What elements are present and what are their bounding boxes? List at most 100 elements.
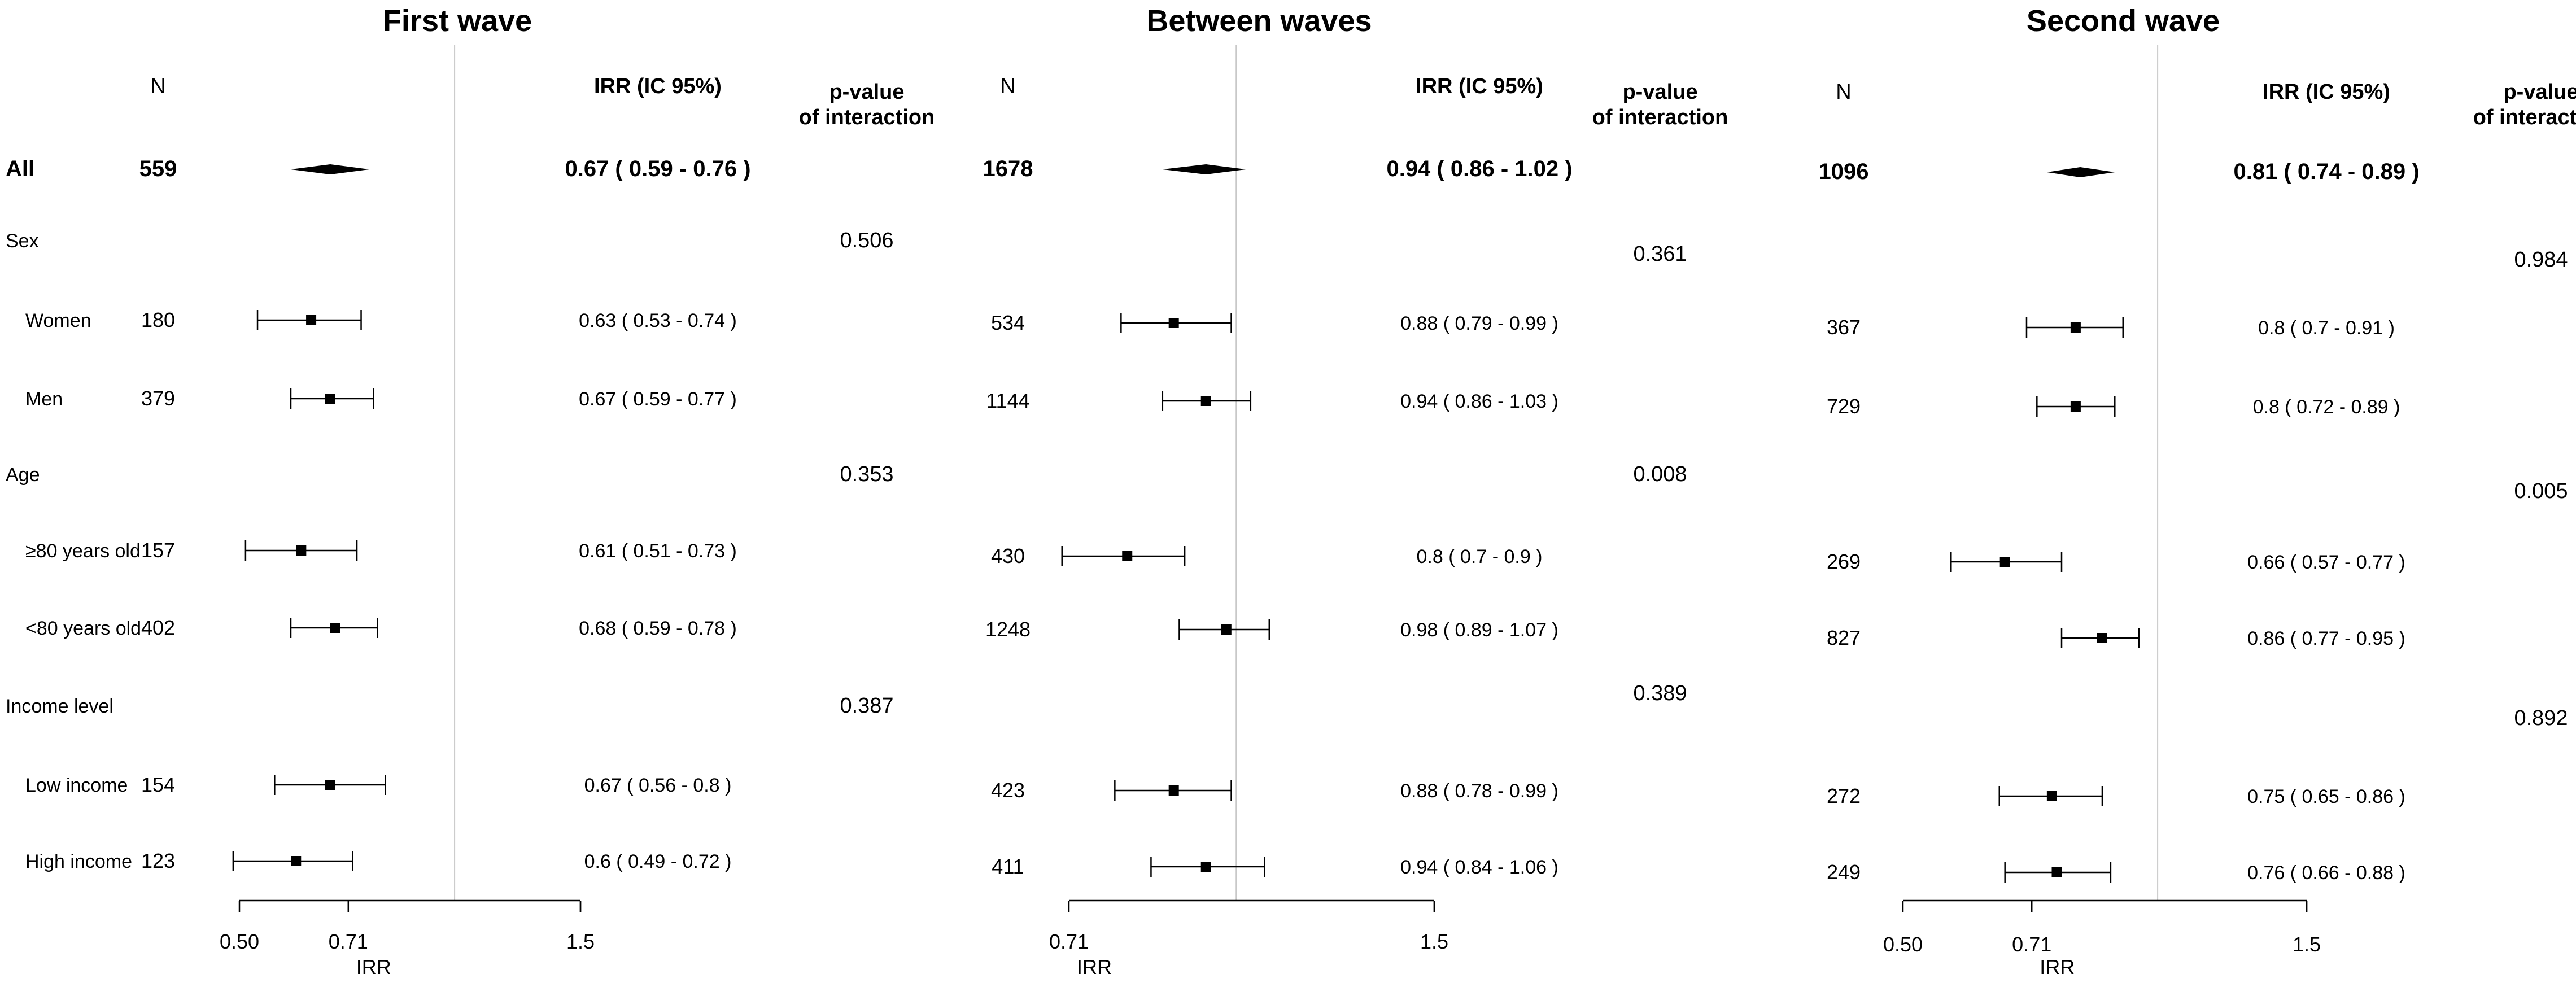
irr-ci-text: 0.67 ( 0.56 - 0.8 ) [584,775,732,796]
irr-ci-text: 0.86 ( 0.77 - 0.95 ) [2247,628,2405,649]
row-label: <80 years old [25,618,141,639]
irr-ci-text: 0.66 ( 0.57 - 0.77 ) [2247,552,2405,573]
n-column-header: N [1836,80,1851,104]
row-label: High income [25,851,132,872]
p-value: 0.892 [2514,706,2568,730]
panel-title: First wave [383,4,532,38]
summary-diamond [290,164,370,174]
row-label: Low income [25,775,128,796]
point-estimate [330,623,340,633]
x-tick-label: 1.5 [566,930,595,953]
n-value: 1678 [983,156,1033,181]
irr-ci-text: 0.98 ( 0.89 - 1.07 ) [1400,619,1558,641]
point-estimate [1168,318,1179,328]
irr-ci-text: 0.67 ( 0.59 - 0.77 ) [579,388,737,410]
point-estimate [1200,862,1211,872]
row-label: Sex [6,230,39,252]
panel-title: Second wave [2027,4,2220,38]
point-estimate [2051,867,2062,877]
summary-diamond [1162,164,1246,174]
point-estimate [2097,633,2107,643]
irr-ci-text: 0.81 ( 0.74 - 0.89 ) [2233,159,2419,184]
point-estimate [296,545,307,556]
irr-ci-text: 0.75 ( 0.65 - 0.86 ) [2247,786,2405,807]
n-value: 402 [141,616,175,639]
point-estimate [2070,401,2081,412]
n-value: 269 [1827,550,1861,573]
p-value-header: p-value [1622,80,1697,104]
row-label: Age [6,464,40,486]
x-tick-label: 0.50 [220,930,259,953]
irr-ci-text: 0.67 ( 0.59 - 0.76 ) [565,156,750,181]
n-value: 534 [991,311,1025,334]
n-value: 827 [1827,626,1861,649]
n-value: 249 [1827,861,1861,884]
x-tick-label: 0.50 [1883,933,1923,956]
x-axis-label: IRR [356,955,391,979]
p-value-header: p-value [2503,80,2576,104]
row-label: Income level [6,696,113,717]
p-value-header: p-value [829,80,904,104]
point-estimate [325,780,335,790]
n-value: 729 [1827,395,1861,418]
point-estimate [2046,791,2057,801]
row-label: All [6,156,34,181]
point-estimate [1122,551,1133,561]
irr-ci-text: 0.88 ( 0.79 - 0.99 ) [1400,313,1558,334]
irr-ci-text: 0.61 ( 0.51 - 0.73 ) [579,540,737,562]
n-value: 272 [1827,784,1861,807]
irr-ci-text: 0.63 ( 0.53 - 0.74 ) [579,310,737,331]
point-estimate [291,856,302,866]
n-column-header: N [150,75,165,98]
p-value-header-sub: of interaction [1592,106,1728,129]
x-tick-label: 0.71 [1049,930,1089,953]
n-value: 559 [139,156,177,181]
x-tick-label: 1.5 [1420,930,1448,953]
irr-ci-text: 0.88 ( 0.78 - 0.99 ) [1400,780,1558,802]
p-value: 0.506 [840,229,893,252]
x-axis-label: IRR [2040,955,2075,979]
p-value: 0.984 [2514,248,2568,272]
p-value: 0.353 [840,462,893,486]
row-label: Women [25,310,91,331]
n-value: 180 [141,308,175,331]
point-estimate [306,315,317,325]
p-value-header-sub: of interaction [799,106,935,129]
panel-title: Between waves [1146,4,1372,38]
n-value: 154 [141,773,175,796]
p-value: 0.005 [2514,479,2568,503]
n-value: 1248 [985,618,1031,641]
n-value: 123 [141,849,175,872]
irr-ci-text: 0.8 ( 0.72 - 0.89 ) [2253,396,2400,418]
n-value: 411 [992,855,1024,878]
irr-ci-text: 0.94 ( 0.84 - 1.06 ) [1400,857,1558,878]
point-estimate [325,394,335,404]
irr-ci-text: 0.8 ( 0.7 - 0.9 ) [1417,546,1543,567]
irr-ci-text: 0.6 ( 0.49 - 0.72 ) [584,851,732,872]
n-column-header: N [1000,75,1015,98]
irr-ci-text: 0.94 ( 0.86 - 1.02 ) [1386,156,1572,181]
p-value-header-sub: of interaction [2473,106,2576,129]
p-value: 0.361 [1633,242,1687,266]
x-axis-label: IRR [1077,955,1112,979]
x-tick-label: 0.71 [2012,933,2051,956]
p-value: 0.008 [1633,462,1687,486]
row-label: Men [25,388,63,410]
x-tick-label: 1.5 [2293,933,2321,956]
p-value: 0.389 [1633,682,1687,705]
n-value: 157 [141,539,175,562]
n-value: 430 [991,544,1025,567]
row-label: ≥80 years old [25,540,141,562]
irr-ci-text: 0.8 ( 0.7 - 0.91 ) [2258,317,2395,339]
point-estimate [1200,396,1211,406]
n-value: 367 [1827,316,1861,339]
n-value: 1144 [986,389,1029,412]
irr-column-header: IRR (IC 95%) [1416,75,1543,98]
irr-ci-text: 0.76 ( 0.66 - 0.88 ) [2247,862,2405,884]
n-value: 423 [991,779,1025,802]
n-value: 379 [141,387,175,410]
point-estimate [1221,624,1232,635]
irr-column-header: IRR (IC 95%) [594,75,722,98]
